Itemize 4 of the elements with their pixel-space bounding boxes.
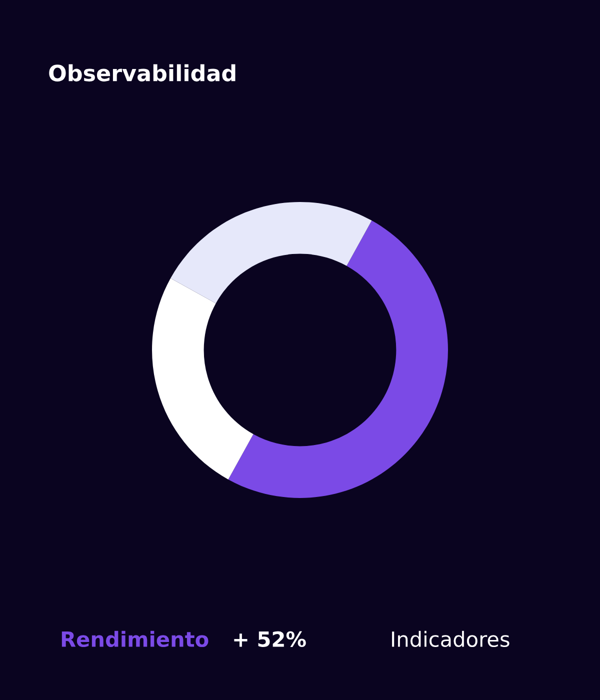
text: Indicadores <box>392 630 510 648</box>
chart-title: Observabilidad <box>49 64 236 82</box>
text: Rendimiento <box>62 630 208 648</box>
text: + 52% <box>234 631 306 648</box>
